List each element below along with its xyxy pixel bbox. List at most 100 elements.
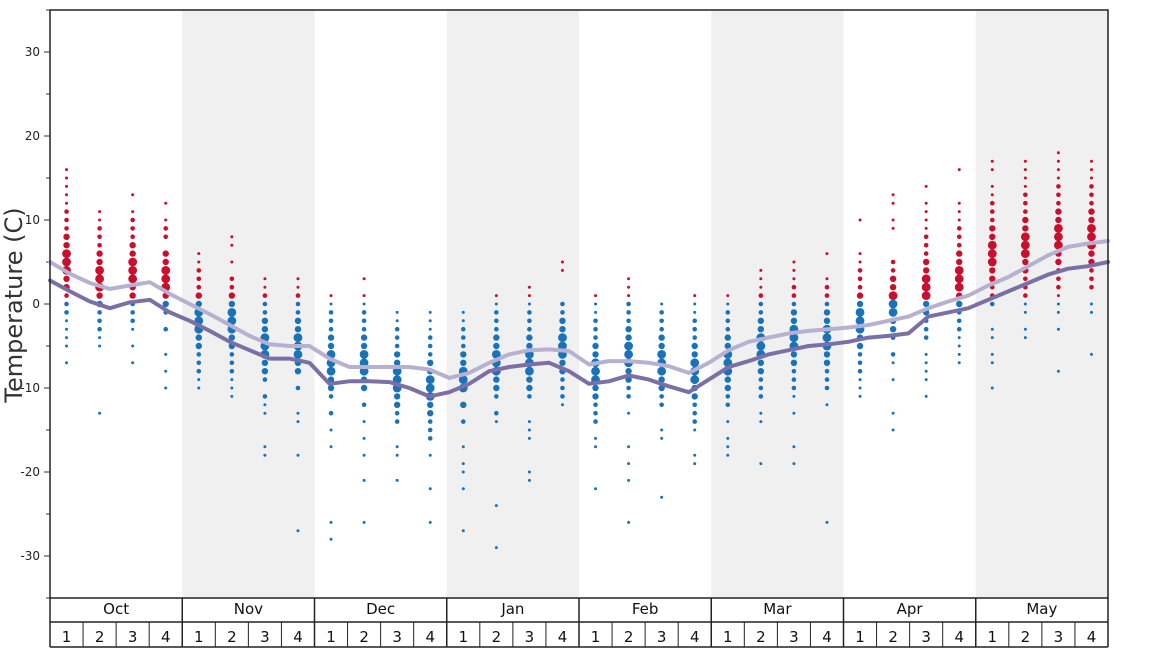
temperature-point <box>64 226 69 231</box>
temperature-point <box>627 445 631 449</box>
month-band <box>711 10 844 598</box>
temperature-point <box>394 410 400 416</box>
temperature-point <box>460 343 466 349</box>
week-label: 4 <box>822 628 832 646</box>
temperature-point <box>891 428 895 432</box>
temperature-point <box>922 267 930 274</box>
temperature-point <box>726 436 730 440</box>
temperature-point <box>956 300 963 308</box>
y-tick-label: 0 <box>32 297 40 311</box>
temperature-point <box>64 293 69 298</box>
temperature-point <box>825 403 829 407</box>
temperature-point <box>790 309 798 316</box>
temperature-point <box>989 209 995 214</box>
temperature-point <box>591 366 600 376</box>
month-label: May <box>1026 600 1057 618</box>
temperature-point <box>990 352 994 356</box>
temperature-point <box>822 333 832 342</box>
temperature-point <box>759 420 763 424</box>
temperature-point <box>625 334 632 341</box>
temperature-point <box>262 293 268 298</box>
temperature-point <box>1089 276 1094 282</box>
temperature-point <box>230 386 234 390</box>
temperature-point <box>427 427 433 433</box>
temperature-point <box>228 292 236 299</box>
temperature-point <box>527 310 532 315</box>
week-label: 1 <box>591 628 601 646</box>
temperature-point <box>858 218 862 222</box>
month-band <box>182 10 315 598</box>
temperature-point <box>690 375 700 384</box>
temperature-point <box>1054 240 1063 250</box>
temperature-point <box>957 336 961 340</box>
temperature-point <box>1056 327 1060 331</box>
temperature-point <box>957 210 961 214</box>
temperature-point <box>791 385 797 391</box>
temperature-point <box>460 359 467 366</box>
temperature-point <box>1088 216 1095 224</box>
temperature-point <box>62 257 71 267</box>
temperature-point <box>957 344 961 348</box>
temperature-point <box>792 445 796 449</box>
temperature-point <box>989 217 995 223</box>
temperature-point <box>627 277 631 281</box>
temperature-point <box>1089 302 1093 306</box>
week-label: 4 <box>690 628 700 646</box>
temperature-point <box>924 352 928 356</box>
week-label: 1 <box>988 628 998 646</box>
temperature-point <box>691 351 698 358</box>
temperature-point <box>858 378 862 382</box>
y-tick-label: 30 <box>25 45 40 59</box>
temperature-point <box>924 378 928 382</box>
temperature-point <box>857 352 863 357</box>
temperature-point <box>263 403 267 407</box>
week-label: 3 <box>260 628 270 646</box>
temperature-point <box>791 301 797 307</box>
temperature-point <box>924 201 928 205</box>
temperature-point <box>329 520 333 524</box>
temperature-point <box>1023 209 1028 214</box>
temperature-point <box>395 445 399 449</box>
temperature-point <box>65 327 69 331</box>
week-label: 1 <box>459 628 469 646</box>
temperature-point <box>626 318 631 324</box>
temperature-point <box>790 351 798 358</box>
temperature-point <box>987 249 997 258</box>
temperature-point <box>493 334 500 341</box>
temperature-point <box>759 268 763 272</box>
temperature-point <box>593 335 598 340</box>
temperature-point <box>889 284 897 291</box>
temperature-point <box>559 326 566 333</box>
temperature-point <box>131 193 135 197</box>
temperature-point <box>1023 336 1027 340</box>
temperature-point <box>65 319 69 323</box>
temperature-point <box>296 453 300 457</box>
temperature-point <box>592 384 599 392</box>
week-label: 1 <box>855 628 865 646</box>
temperature-point <box>296 285 300 289</box>
temperature-point <box>759 411 763 415</box>
temperature-point <box>957 168 961 172</box>
temperature-point <box>757 326 765 333</box>
temperature-point <box>262 301 268 307</box>
temperature-point <box>65 184 69 188</box>
temperature-point <box>624 350 633 359</box>
temperature-point <box>196 360 202 366</box>
week-label: 4 <box>954 628 964 646</box>
temperature-point <box>558 341 567 351</box>
y-tick-label: -20 <box>20 465 40 479</box>
temperature-point <box>362 478 366 482</box>
temperature-point <box>328 318 334 324</box>
temperature-point <box>393 351 401 358</box>
temperature-point <box>428 327 432 331</box>
temperature-point <box>824 368 830 374</box>
temperature-point <box>296 411 300 415</box>
temperature-point <box>855 308 865 317</box>
temperature-point <box>693 462 697 466</box>
temperature-point <box>888 291 898 300</box>
temperature-point <box>1056 369 1060 373</box>
temperature-point <box>1023 327 1027 331</box>
temperature-point <box>1089 192 1094 198</box>
temperature-point <box>96 258 103 266</box>
temperature-point <box>922 300 930 308</box>
